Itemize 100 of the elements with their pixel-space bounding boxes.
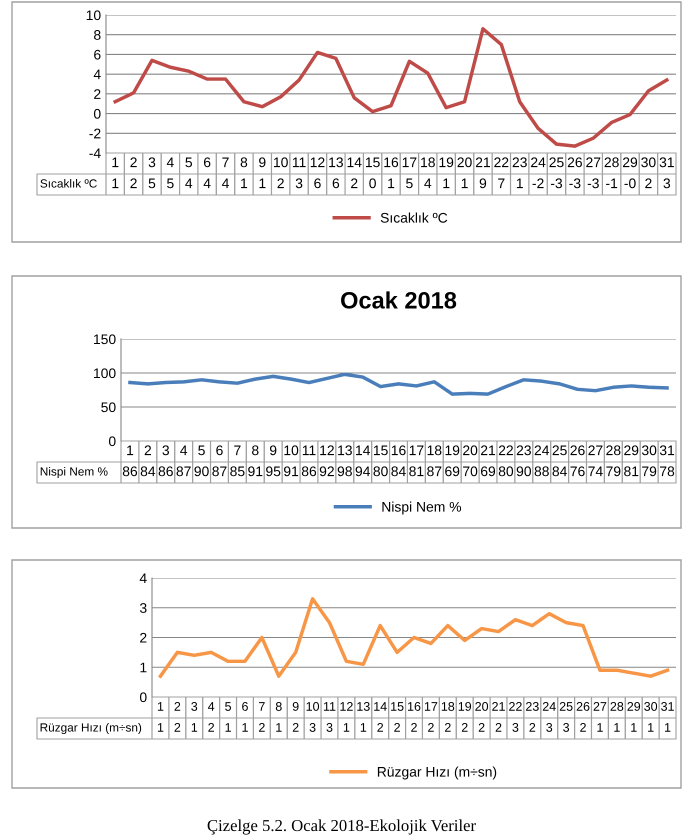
data-label: 76 (570, 466, 585, 476)
x-tick-label: 27 (586, 157, 600, 168)
data-label: 85 (230, 466, 245, 476)
data-label: 5 (148, 178, 156, 188)
data-label: 1 (443, 178, 450, 188)
data-label: 70 (463, 466, 478, 476)
x-tick-label: 24 (542, 702, 556, 711)
x-tick-label: 11 (324, 702, 336, 711)
x-tick-label: 20 (475, 702, 488, 711)
data-label: 2 (645, 178, 652, 188)
x-tick-label: 8 (252, 445, 259, 456)
data-label: 6 (314, 178, 321, 188)
data-label: 84 (391, 466, 406, 476)
data-label: 2 (351, 178, 358, 188)
text: Rüzgar Hızı (m÷sn) (40, 722, 142, 734)
x-tick-label: 26 (570, 445, 585, 456)
x-tick-label: 28 (606, 445, 620, 456)
data-label: 2 (580, 723, 586, 732)
x-tick-label: 16 (384, 157, 398, 168)
data-label: 7 (498, 178, 504, 188)
data-label: 88 (534, 466, 549, 476)
x-tick-label: 3 (148, 157, 156, 168)
data-label: 2 (496, 723, 502, 732)
x-tick-label: 4 (208, 702, 214, 711)
data-label: 1 (276, 723, 282, 732)
x-tick-label: 31 (660, 157, 674, 168)
data-label: 5 (406, 178, 413, 188)
data-label: 2 (259, 723, 265, 732)
y-tick-label: -2 (89, 128, 100, 138)
x-tick-label: 1 (158, 702, 164, 711)
x-tick-label: 19 (458, 702, 472, 711)
y-tick-label: -4 (89, 148, 101, 158)
data-label: 78 (660, 466, 674, 476)
x-tick-label: 26 (568, 157, 582, 168)
data-label: 1 (648, 723, 654, 732)
x-tick-label: 20 (458, 157, 472, 168)
y-tick-label: 1 (140, 662, 146, 672)
x-tick-label: 30 (644, 702, 658, 711)
x-tick-label: 4 (166, 158, 174, 168)
y-tick-label: 0 (140, 692, 147, 702)
y-tick-label: 10 (86, 10, 101, 20)
x-tick-label: 27 (588, 445, 602, 456)
y-tick-label: 3 (140, 603, 147, 613)
data-label: 91 (248, 466, 262, 476)
data-label: 69 (481, 466, 496, 476)
x-tick-label: 25 (549, 157, 564, 168)
x-tick-label: 13 (357, 702, 370, 711)
data-label: 80 (498, 466, 514, 476)
line-series (128, 372, 669, 396)
x-tick-label: 8 (240, 157, 248, 168)
data-label: 2 (130, 178, 137, 188)
data-label: 79 (642, 466, 656, 476)
data-label: 95 (266, 466, 280, 476)
x-tick-label: 6 (216, 445, 223, 456)
data-label: 2 (444, 723, 451, 732)
data-label: 81 (624, 466, 638, 476)
data-label: 3 (326, 723, 332, 732)
x-tick-label: 3 (162, 445, 170, 456)
x-tick-label: 6 (204, 157, 210, 168)
data-label: 2 (377, 723, 384, 732)
data-label: 1 (665, 723, 670, 732)
text: Çizelge 5.2. Ocak 2018-Ekolojik Veriler (208, 819, 476, 835)
data-label: 2 (462, 723, 468, 732)
x-tick-label: 21 (492, 702, 505, 711)
data-label: 1 (241, 178, 248, 188)
x-tick-label: 26 (576, 702, 590, 711)
x-tick-label: 11 (292, 158, 306, 168)
y-tick-label: 2 (140, 632, 146, 643)
data-label: 1 (259, 178, 266, 188)
x-tick-label: 5 (185, 158, 192, 168)
data-label: 1 (360, 723, 366, 732)
x-tick-label: 31 (660, 445, 674, 456)
x-tick-label: 9 (270, 445, 276, 456)
data-label: 2 (174, 723, 180, 732)
y-tick-label: 4 (94, 70, 101, 80)
data-label: 92 (320, 466, 334, 476)
data-label: -3 (588, 178, 599, 188)
x-tick-label: 7 (234, 446, 241, 456)
data-label: 1 (242, 723, 248, 732)
data-label: 1 (388, 178, 394, 188)
data-label: 0 (369, 178, 376, 188)
data-label: 3 (310, 723, 316, 732)
x-tick-label: 15 (374, 446, 388, 456)
chart-title: Ocak 2018 (341, 291, 456, 309)
x-tick-label: 21 (476, 157, 490, 168)
x-tick-label: 18 (421, 157, 435, 168)
x-tick-label: 31 (661, 702, 674, 711)
data-label: 1 (631, 723, 637, 732)
line-series (158, 597, 670, 678)
x-tick-label: 16 (392, 445, 406, 456)
x-tick-label: 29 (624, 445, 638, 456)
x-tick-label: 14 (356, 446, 370, 456)
data-label: 84 (552, 466, 567, 476)
data-label: 3 (512, 723, 518, 732)
legend-label: Rüzgar Hızı (m÷sn) (378, 766, 496, 780)
data-label: 2 (394, 723, 400, 732)
data-label: 90 (194, 466, 209, 476)
x-tick-label: 7 (222, 158, 229, 168)
data-label: -2 (532, 178, 544, 188)
x-tick-label: 17 (410, 446, 424, 456)
